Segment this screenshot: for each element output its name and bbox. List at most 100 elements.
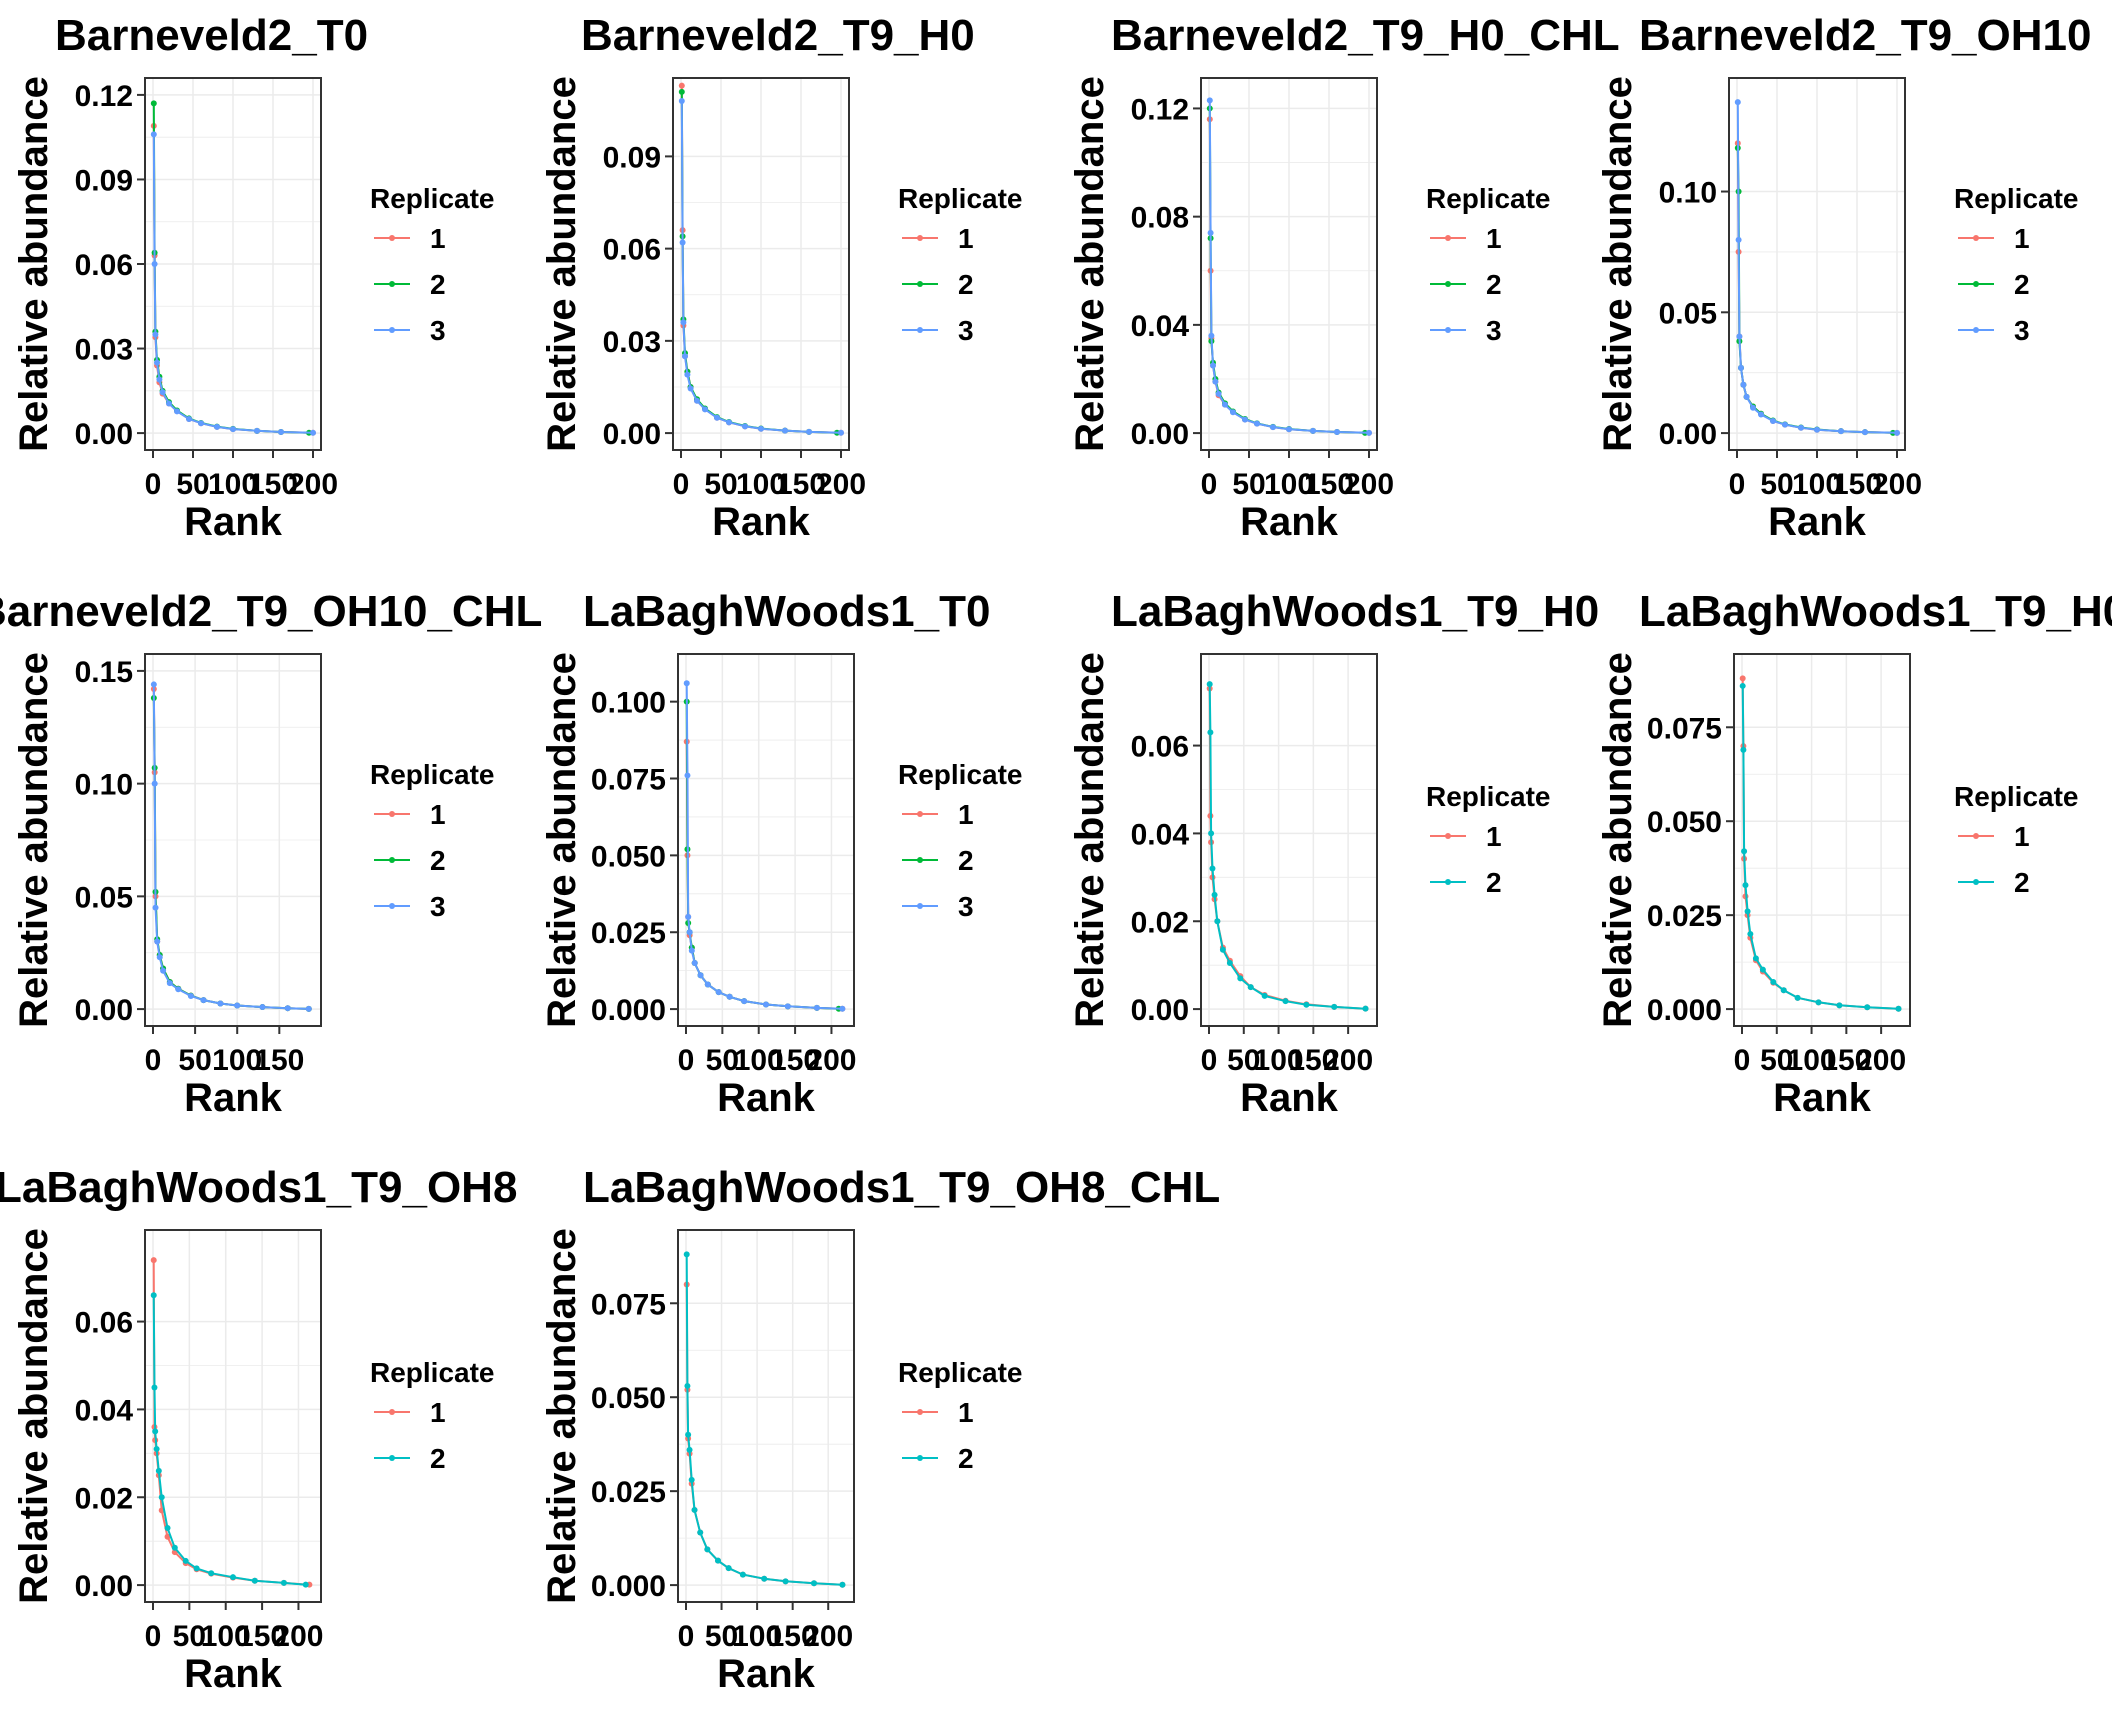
data-point (1208, 830, 1215, 837)
y-tick-label: 0.075 (591, 1288, 666, 1321)
data-point (164, 1533, 171, 1540)
data-point (1208, 332, 1215, 339)
y-tick-label: 0.04 (1131, 818, 1190, 851)
data-point (784, 1003, 791, 1010)
data-point (159, 389, 166, 396)
chart-title: LaBaghWoods1_T9_OH8 (0, 1163, 517, 1212)
data-point (154, 359, 160, 366)
data-point (150, 1257, 157, 1264)
y-tick-label: 0.08 (1131, 202, 1189, 235)
data-point (1226, 959, 1233, 966)
data-point (1334, 429, 1340, 436)
data-point (1758, 411, 1764, 418)
x-tick-label: 100 (201, 1620, 251, 1653)
x-tick-label: 0 (145, 1044, 162, 1077)
data-point (1798, 424, 1804, 431)
plot-border (1733, 653, 1911, 1027)
data-point (1206, 681, 1213, 688)
data-point (1210, 362, 1216, 369)
data-point (1740, 381, 1747, 388)
data-point (193, 1565, 200, 1572)
data-point (683, 1251, 690, 1258)
x-axis-title: Rank (1768, 500, 1867, 544)
x-tick-label: 50 (1760, 468, 1793, 501)
x-tick-label: 150 (1304, 468, 1354, 501)
chart-title: LaBaghWoods1_T0 (583, 587, 990, 636)
x-tick-label: 50 (705, 1620, 738, 1653)
legend-label: 2 (958, 269, 974, 300)
x-axis-title: Rank (717, 1076, 816, 1120)
legend-label: 2 (958, 1443, 974, 1474)
data-point (150, 1292, 157, 1299)
legend-key-point (389, 811, 395, 817)
y-tick-label: 0.12 (75, 80, 133, 113)
data-point (1209, 865, 1216, 872)
x-axis-title: Rank (717, 1652, 816, 1696)
data-point (691, 1506, 698, 1513)
legend-label: 1 (958, 799, 974, 830)
data-point (1739, 682, 1746, 689)
chart-title: LaBaghWoods1_T9_OH8_CHL (583, 1163, 1220, 1212)
x-tick-label: 200 (1323, 1044, 1373, 1077)
x-tick-label: 150 (776, 468, 826, 501)
y-tick-label: 0.06 (1131, 731, 1189, 764)
data-point (251, 1577, 258, 1584)
data-point (742, 423, 748, 430)
data-point (715, 1557, 721, 1564)
data-point (1780, 987, 1787, 994)
data-point (1242, 416, 1248, 423)
data-point (1207, 229, 1214, 236)
y-tick-label: 0.025 (591, 917, 666, 950)
x-tick-label: 0 (673, 468, 690, 501)
x-axis-title: Rank (1240, 500, 1339, 544)
data-point (151, 780, 158, 787)
data-point (1286, 426, 1292, 433)
chart-panel: LaBaghWoods1_T9_H0_CHL 0.000 0.025 0.050 0.0… (1596, 587, 2112, 1120)
x-axis-title: Rank (1240, 1076, 1339, 1120)
data-point (687, 385, 694, 392)
legend-key-point (1973, 281, 1979, 287)
x-tick-label: 50 (704, 468, 737, 501)
data-point (1743, 393, 1750, 400)
data-point (1230, 409, 1236, 416)
plot-background (678, 654, 854, 1026)
chart-panel: Barneveld2_T9_OH10_CHL 0.00 0.05 0.10 0.15 0 5… (0, 587, 542, 1120)
data-point (782, 1578, 789, 1585)
data-point (806, 428, 812, 435)
data-point (1770, 418, 1776, 425)
y-tick-label: 0.100 (591, 687, 666, 720)
legend-key-point (389, 1409, 395, 1415)
y-tick-label: 0.03 (75, 334, 133, 367)
data-point (697, 1529, 704, 1536)
y-tick-label: 0.000 (591, 1570, 666, 1603)
y-axis-title: Relative abundance (540, 1228, 584, 1604)
x-tick-label: 200 (803, 1620, 853, 1653)
y-tick-label: 0.12 (1131, 93, 1189, 126)
data-point (1752, 955, 1759, 962)
plot-border (677, 653, 855, 1027)
data-point (1219, 946, 1226, 953)
data-point (187, 993, 194, 1000)
data-point (1282, 998, 1289, 1005)
data-point (152, 904, 159, 911)
legend-label: 3 (958, 891, 974, 922)
data-point (682, 353, 688, 360)
legend-key-point (917, 811, 923, 817)
data-point (1237, 975, 1244, 982)
legend-label: 3 (430, 891, 446, 922)
data-point (1211, 891, 1218, 898)
x-tick-label: 50 (178, 1044, 211, 1077)
legend-label: 1 (958, 1397, 974, 1428)
data-point (166, 980, 173, 987)
chart-panel: LaBaghWoods1_T9_OH8_CHL 0.000 0.025 0.050 0.… (540, 1163, 1220, 1696)
data-point (761, 1575, 768, 1582)
legend-label: 2 (1486, 867, 1502, 898)
data-point (1862, 429, 1868, 436)
x-tick-label: 50 (176, 468, 209, 501)
data-point (164, 1524, 171, 1531)
data-point (1815, 999, 1822, 1006)
chart-title: LaBaghWoods1_T9_H0 (1111, 587, 1599, 636)
data-point (1366, 429, 1372, 436)
